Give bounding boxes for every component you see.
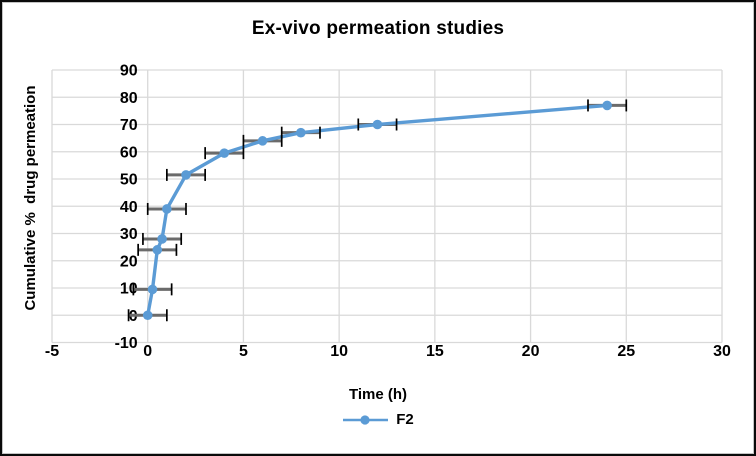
series-line-F2	[146, 103, 609, 317]
x-tick-label: 10	[330, 343, 348, 360]
data-point-marker	[162, 204, 172, 214]
x-tick-label: -5	[45, 343, 59, 360]
y-tick-label: 90	[120, 63, 138, 80]
data-point-marker	[257, 136, 268, 146]
y-tick-label: 40	[120, 199, 138, 216]
chart-title: Ex-vivo permeation studies	[251, 18, 505, 39]
data-point-marker	[147, 284, 158, 295]
y-tick-label: 20	[120, 253, 138, 270]
legend-line-marker-icon	[343, 414, 389, 425]
data-point-marker	[142, 310, 153, 321]
data-point-marker	[181, 170, 191, 180]
data-point-marker	[602, 100, 612, 111]
y-tick-label: -10	[115, 335, 138, 352]
y-tick-label: 70	[120, 117, 138, 134]
data-point-marker	[372, 119, 383, 130]
data-point-marker	[219, 148, 230, 158]
y-tick-label: 50	[120, 172, 138, 189]
x-tick-label: 25	[617, 343, 635, 360]
legend: F2	[2, 411, 754, 428]
data-point-marker	[152, 245, 163, 255]
legend-label: F2	[396, 411, 414, 428]
y-tick-label: 30	[120, 226, 138, 243]
data-point-marker	[157, 234, 167, 244]
x-tick-label: 5	[239, 343, 248, 360]
x-tick-label: 0	[143, 343, 152, 360]
y-tick-label: 80	[120, 90, 138, 107]
legend-marker	[360, 414, 370, 425]
x-axis-title: Time (h)	[348, 386, 408, 403]
x-tick-label: 15	[426, 343, 444, 360]
x-tick-label: 20	[522, 343, 540, 360]
data-point-marker	[296, 127, 306, 138]
y-tick-label: 60	[120, 144, 138, 161]
x-tick-label: 30	[713, 343, 731, 360]
